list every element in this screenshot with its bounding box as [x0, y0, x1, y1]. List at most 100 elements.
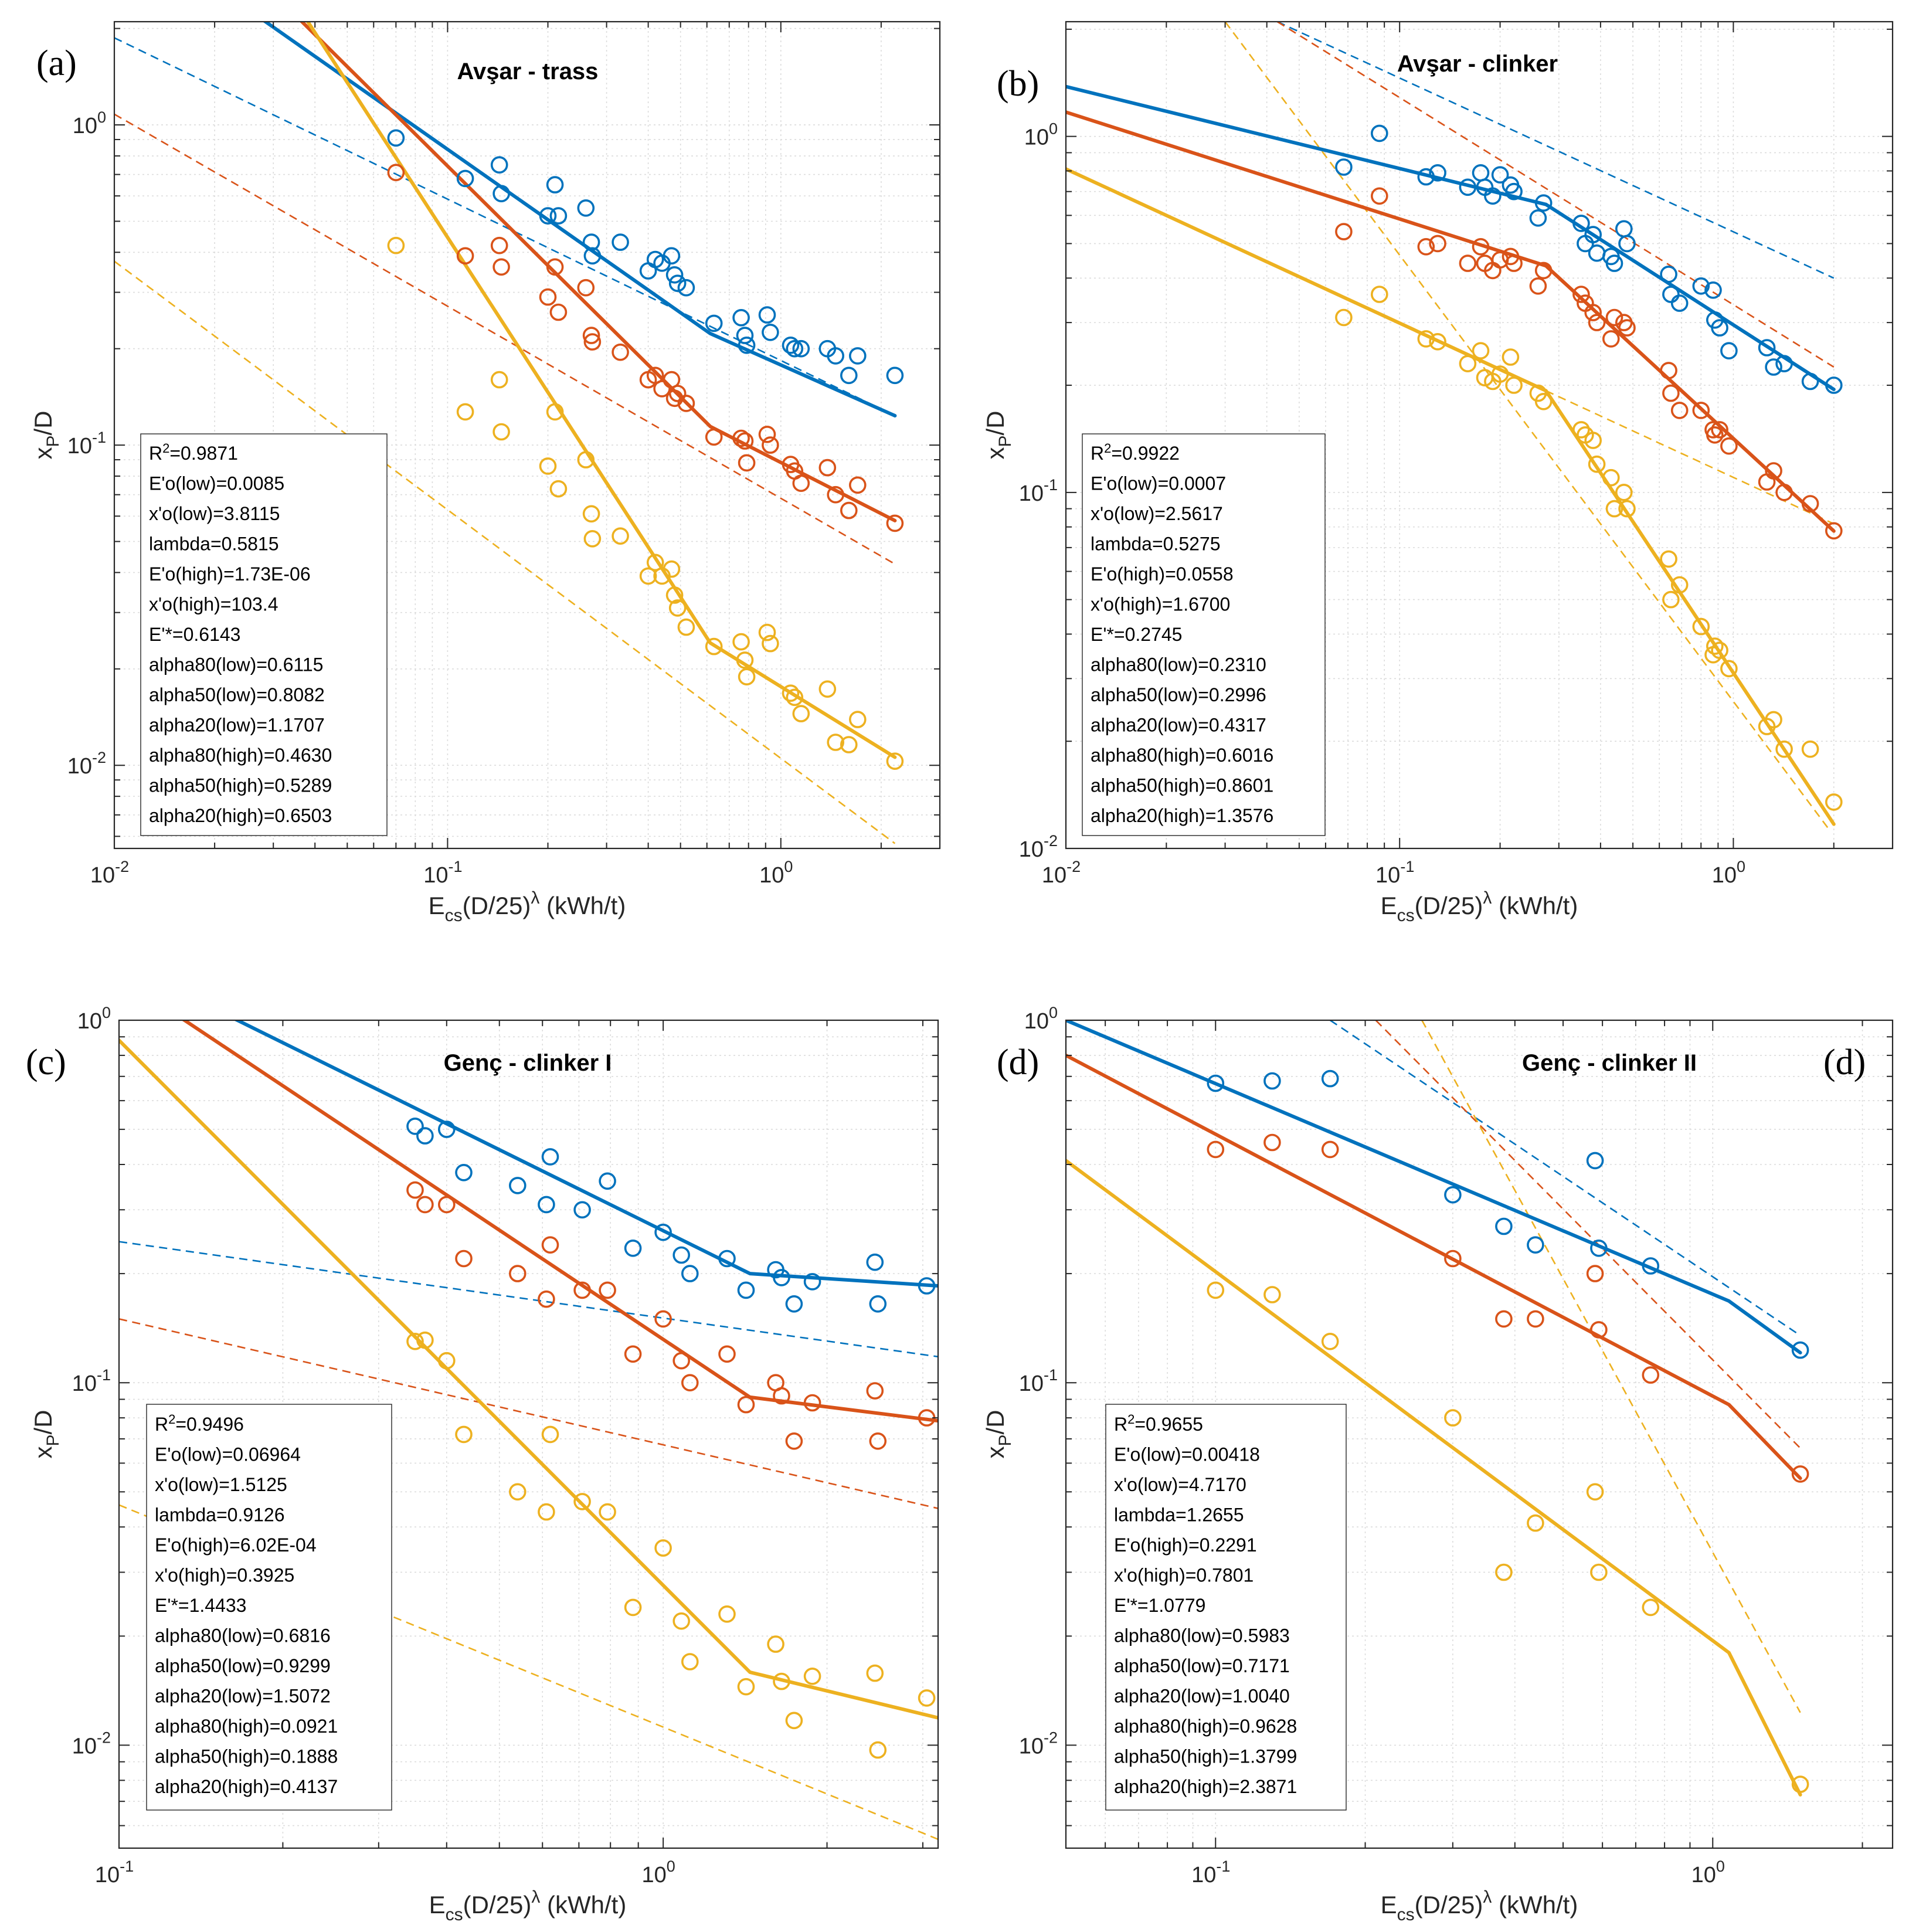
data-point-x50 [612, 343, 629, 361]
fit-line-x50 [1066, 1053, 1802, 1481]
data-point-x20 [624, 1598, 642, 1617]
data-point-x80 [437, 1121, 456, 1138]
data-point-x20 [1586, 1483, 1604, 1501]
data-point-x20 [767, 1635, 784, 1653]
stat-line: x'o(low)=3.8115 [149, 503, 280, 524]
data-point-x20 [573, 1493, 591, 1510]
data-point-x20 [818, 680, 837, 698]
panel-d-stats: R2=0.9655 E'o(low)=0.00418 x'o(low)=4.7170… [1114, 1412, 1297, 1797]
data-point-x80 [762, 323, 779, 341]
data-point-x50 [1429, 235, 1446, 253]
panel-a-letter: (a) [36, 43, 77, 83]
data-point-x20 [437, 1352, 456, 1370]
data-point-x80 [1207, 1074, 1225, 1092]
stat-line: alpha80(high)=0.4630 [149, 745, 332, 766]
data-point-x50 [672, 1352, 690, 1370]
data-point-x80 [758, 306, 776, 324]
data-point-x20 [599, 1503, 616, 1521]
panel-b-markers [1335, 124, 1843, 811]
data-point-x80 [1670, 294, 1689, 312]
data-point-x20 [1588, 455, 1606, 473]
data-point-x80 [738, 336, 756, 354]
data-point-x20 [492, 423, 510, 441]
data-point-x20 [718, 1605, 736, 1623]
data-point-x20 [732, 633, 750, 651]
data-point-x50 [539, 288, 557, 306]
stat-line: alpha80(high)=0.9628 [1114, 1716, 1297, 1737]
panel-c-axes-frame [118, 1019, 939, 1849]
panel-b-xlabel: Ecs(D/25)λ (kWh/t) [1381, 888, 1578, 925]
stat-line: lambda=0.9126 [155, 1505, 285, 1526]
data-point-x80 [1642, 1257, 1660, 1275]
data-point-x80 [1459, 178, 1477, 196]
data-point-x20 [577, 451, 595, 468]
data-point-x80 [1765, 358, 1782, 376]
data-point-x80 [1584, 226, 1602, 243]
data-point-x80 [490, 156, 508, 174]
data-point-x80 [803, 1273, 821, 1291]
data-point-x20 [849, 711, 867, 728]
y-tick-label: 10-1 [1019, 476, 1058, 506]
data-point-x80 [840, 366, 858, 385]
panel-c-title: Genç - clinker I [444, 1050, 612, 1076]
data-point-x50 [1775, 483, 1793, 501]
data-point-x80 [387, 129, 405, 147]
data-point-x80 [1495, 1217, 1513, 1235]
data-point-x20 [508, 1483, 526, 1501]
data-point-x20 [1371, 286, 1388, 303]
y-tick-label: 100 [1024, 1004, 1058, 1034]
stat-line: alpha80(low)=0.6816 [155, 1625, 331, 1646]
data-point-x20 [866, 1664, 884, 1682]
data-point-x80 [1529, 209, 1547, 227]
data-point-x80 [1711, 319, 1728, 337]
panel-a-axes-frame [113, 21, 941, 850]
data-point-x50 [582, 327, 600, 344]
stat-line: alpha80(high)=0.0921 [155, 1716, 338, 1737]
data-point-x80 [663, 247, 681, 265]
data-point-x80 [1321, 1069, 1339, 1088]
data-point-x80 [849, 347, 867, 365]
data-point-x50 [406, 1181, 424, 1199]
stat-line: E'*=0.6143 [149, 624, 240, 645]
data-point-x50 [1505, 254, 1523, 272]
data-point-x20 [677, 618, 695, 636]
panel-d-title: Genç - clinker II [1522, 1050, 1697, 1076]
dashed-line-x20-high [1545, 390, 1835, 525]
data-point-x80 [1791, 1341, 1809, 1359]
data-point-x50 [736, 432, 754, 450]
data-point-x50 [1618, 319, 1636, 337]
x-tick-label: 100 [1691, 1858, 1725, 1887]
data-point-x20 [612, 527, 629, 545]
data-point-x20 [1618, 500, 1636, 518]
data-point-x20 [886, 752, 904, 770]
stat-line: E'*=1.4433 [155, 1595, 246, 1616]
y-tick-label: 10-1 [1019, 1366, 1058, 1396]
data-point-x20 [663, 560, 681, 578]
data-point-x50 [1706, 426, 1724, 444]
stat-line: alpha20(high)=0.4137 [155, 1776, 338, 1797]
x-tick-label: 10-2 [1042, 858, 1081, 888]
fit-line-x80 [1066, 84, 1836, 392]
data-point-x20 [786, 688, 804, 707]
data-point-x50 [1642, 1366, 1660, 1384]
panel-b-stats: R2=0.9922 E'o(low)=0.0007 x'o(low)=2.5617 l… [1091, 441, 1273, 826]
stat-line: x'o(low)=4.7170 [1114, 1474, 1246, 1495]
data-point-x50 [508, 1265, 526, 1282]
data-point-x80 [456, 169, 474, 188]
data-point-x50 [490, 236, 508, 254]
data-point-x50 [416, 1196, 434, 1214]
stat-line: E'o(high)=0.2291 [1114, 1534, 1257, 1556]
data-point-x80 [508, 1177, 526, 1194]
data-point-x50 [1670, 402, 1689, 419]
panel-b-stats-box: R2=0.9922 E'o(low)=0.0007 x'o(low)=2.5617 l… [1082, 433, 1326, 836]
data-point-x50 [762, 436, 779, 454]
data-point-x20 [665, 586, 684, 604]
data-point-x50 [1692, 402, 1710, 419]
x-tick-label: 10-1 [1191, 1858, 1230, 1887]
data-point-x50 [573, 1281, 591, 1299]
panel-b-axes-frame [1065, 21, 1894, 850]
stat-line: alpha80(low)=0.2310 [1091, 654, 1266, 675]
data-point-x80 [672, 1246, 690, 1264]
data-point-x80 [668, 274, 687, 293]
dashed-line-x20 [1224, 22, 1831, 831]
